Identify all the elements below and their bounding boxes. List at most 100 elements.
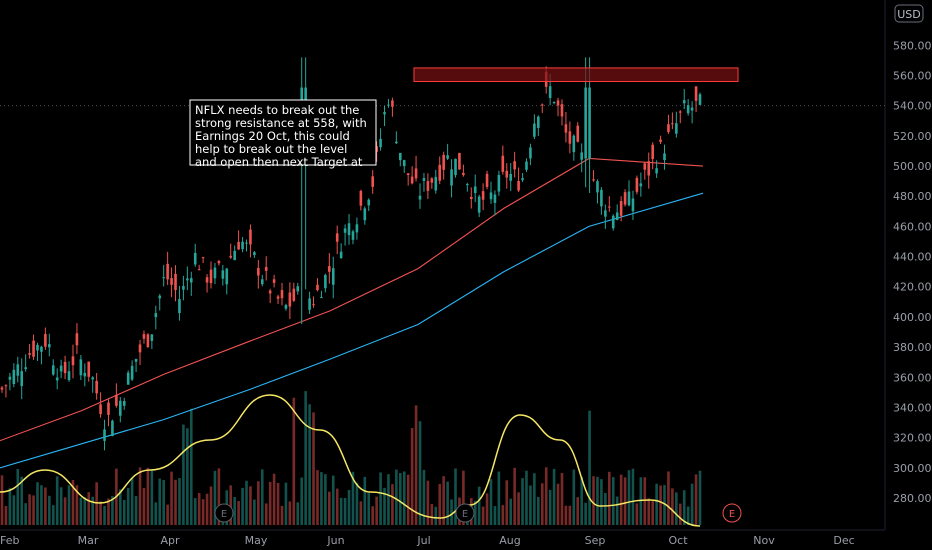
candle-body [647, 161, 651, 176]
candle-body [130, 365, 134, 380]
volume-bar [312, 412, 315, 525]
volume-bar [28, 494, 31, 525]
volume-bar [95, 482, 98, 525]
price-tick-label: 580.00 [893, 39, 932, 52]
currency-button[interactable]: USD [894, 4, 924, 23]
candle-body [209, 269, 213, 284]
volume-bar [241, 487, 244, 525]
volume-bar [615, 496, 619, 525]
candle-body [328, 266, 331, 272]
volume-bars [0, 391, 702, 525]
currency-label: USD [897, 8, 921, 21]
candle-body [659, 139, 662, 142]
candle-body [115, 394, 118, 406]
candle-body [619, 201, 623, 216]
price-axis[interactable]: 280.00 300.00 320.00 340.00 360.00 380.00 400.… [893, 39, 932, 505]
annotation-note[interactable]: NFLX needs to break out the strong resis… [189, 99, 377, 169]
volume-bar [659, 485, 662, 525]
volume-bar [556, 483, 560, 525]
price-tick-label: 460.00 [893, 220, 932, 233]
volume-bar [193, 498, 197, 525]
volume-bar [619, 474, 623, 525]
volume-bar [272, 473, 276, 525]
candle-body [119, 400, 122, 416]
volume-bar [675, 492, 678, 525]
volume-bar [410, 428, 414, 525]
candle-body [580, 152, 583, 160]
volume-bar [8, 488, 12, 525]
candle-body [339, 251, 343, 259]
candle-body [59, 365, 63, 372]
candle-body [264, 266, 268, 271]
volume-bar [529, 485, 532, 525]
candle-body [28, 353, 31, 355]
resistance-zone[interactable] [413, 67, 739, 83]
candle-body [438, 164, 442, 181]
candle-body [635, 177, 639, 192]
price-tick-label: 320.00 [893, 432, 932, 445]
candle-body [671, 123, 674, 125]
candle-body [560, 104, 564, 117]
volume-bar [698, 470, 702, 525]
volume-bar [367, 493, 371, 525]
candle-body [189, 278, 193, 283]
volume-bar [572, 469, 576, 525]
candle-body [201, 257, 205, 259]
volume-bar [154, 502, 158, 525]
candle-body [276, 296, 280, 299]
candle-body [16, 364, 20, 376]
candle-body [237, 241, 240, 250]
candle-body [540, 104, 544, 106]
candle-body [402, 160, 406, 167]
volume-bar [280, 505, 284, 525]
price-tick-label: 400.00 [893, 311, 932, 324]
volume-bar [260, 469, 264, 525]
volume-bar [379, 472, 382, 525]
volume-bar [331, 475, 335, 525]
volume-bar [189, 408, 193, 525]
candle-body [351, 231, 355, 240]
candle-body [643, 163, 647, 170]
candle-body [225, 268, 229, 285]
candle-body [450, 169, 453, 186]
candle-body [552, 102, 556, 104]
volume-bar [268, 481, 272, 525]
candle-body [213, 267, 217, 279]
volume-bar [55, 476, 59, 525]
volume-ma-line [0, 394, 701, 527]
volume-bar [347, 489, 351, 525]
candle-body [91, 377, 95, 380]
volume-bar [422, 469, 426, 525]
candle-body [308, 298, 311, 310]
candle-body [193, 252, 197, 265]
time-axis[interactable]: Feb Mar Apr May Jun Jul Aug Sep Oct Nov Dec [0, 534, 855, 547]
month-label: Nov [753, 534, 775, 547]
volume-bar [316, 470, 319, 525]
candle-body [205, 277, 209, 283]
volume-bar [600, 479, 603, 525]
volume-bar [122, 499, 126, 525]
volume-bar [611, 477, 615, 525]
volume-bar [182, 424, 185, 525]
currency-button-frame [894, 4, 924, 23]
volume-bar [359, 501, 363, 525]
volume-bar [564, 505, 568, 525]
volume-bar [40, 485, 43, 525]
candle-body [434, 176, 438, 191]
candle-body [391, 100, 394, 107]
candle-body [686, 105, 690, 114]
candle-body [604, 210, 607, 217]
candle-body [12, 369, 16, 384]
candle-body [71, 356, 75, 366]
candle-body [481, 191, 485, 200]
volume-bar [627, 470, 631, 525]
candle-body [20, 371, 24, 387]
volume-bar [134, 496, 138, 525]
candle-body [682, 100, 686, 104]
volume-bar [158, 478, 162, 525]
volume-moving-average [0, 394, 701, 527]
candle-body [485, 173, 489, 187]
